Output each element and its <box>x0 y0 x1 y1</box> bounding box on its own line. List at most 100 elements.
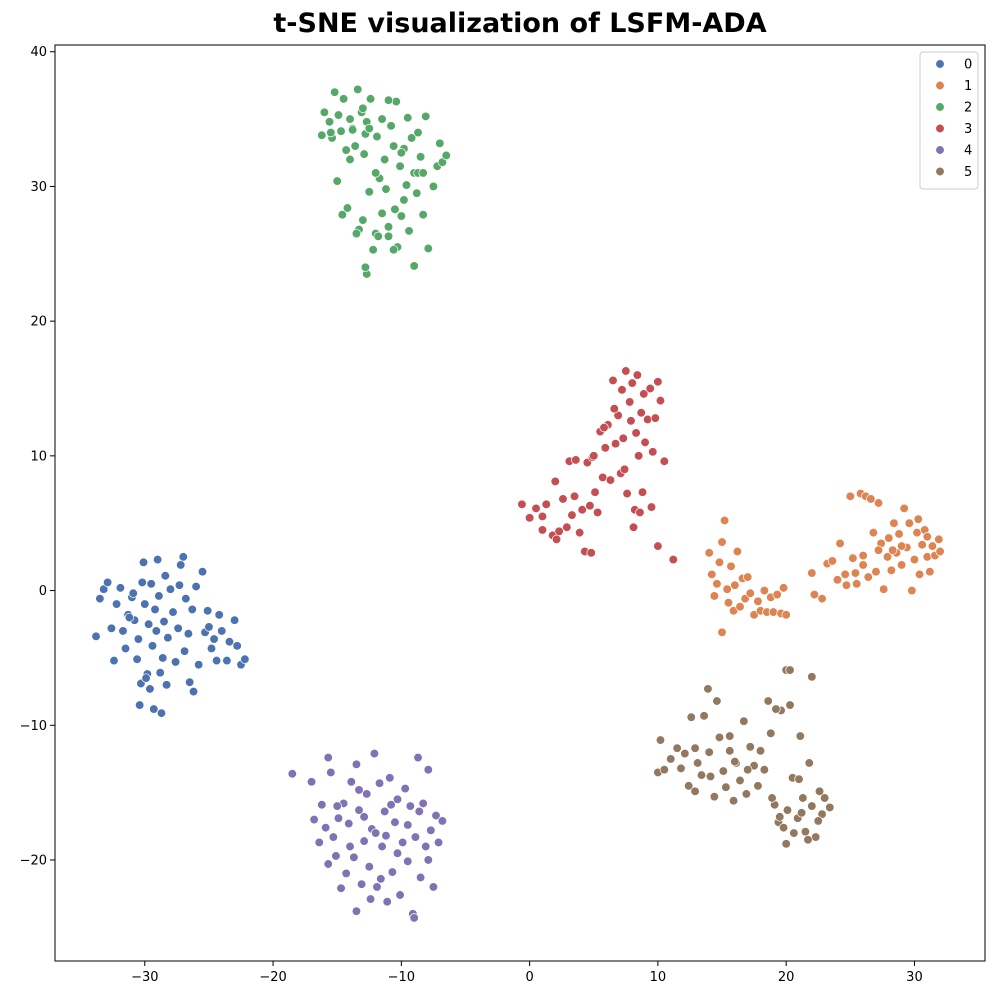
point-class-4 <box>426 825 436 835</box>
point-class-4 <box>405 801 415 811</box>
point-class-1 <box>896 541 907 551</box>
point-class-2 <box>383 222 394 232</box>
point-class-1 <box>913 514 923 524</box>
point-class-0 <box>124 612 135 623</box>
point-class-3 <box>655 395 666 406</box>
point-class-1 <box>882 552 893 562</box>
legend-label-2: 2 <box>964 101 972 116</box>
point-class-1 <box>726 561 736 571</box>
legend-label-0: 0 <box>964 58 972 73</box>
point-class-3 <box>653 377 663 387</box>
point-class-1 <box>909 554 920 565</box>
point-class-0 <box>145 684 155 694</box>
point-class-1 <box>927 541 938 551</box>
point-class-5 <box>775 812 785 822</box>
point-class-0 <box>229 615 240 625</box>
point-class-3 <box>569 491 580 501</box>
point-class-1 <box>934 534 944 545</box>
point-class-3 <box>592 507 603 518</box>
point-class-4 <box>387 867 398 877</box>
point-class-5 <box>785 700 795 710</box>
point-class-1 <box>745 588 755 598</box>
point-class-3 <box>598 472 608 483</box>
point-class-2 <box>353 84 363 95</box>
point-class-2 <box>396 211 406 221</box>
point-class-4 <box>380 806 390 817</box>
point-class-2 <box>360 262 371 272</box>
point-class-1 <box>894 529 904 539</box>
point-class-0 <box>209 634 219 644</box>
point-class-1 <box>871 567 881 577</box>
legend-marker-4 <box>935 145 945 155</box>
point-class-0 <box>187 604 197 615</box>
point-class-4 <box>309 814 319 825</box>
point-class-1 <box>922 532 932 542</box>
point-class-1 <box>807 568 817 578</box>
point-class-5 <box>781 839 791 849</box>
point-class-1 <box>809 589 820 600</box>
point-class-0 <box>115 583 126 593</box>
point-class-0 <box>135 700 145 710</box>
point-class-5 <box>725 746 735 756</box>
point-class-5 <box>739 716 749 726</box>
point-class-0 <box>143 619 154 629</box>
y-axis: −20 −10 0 10 20 30 40 <box>20 45 55 868</box>
point-class-0 <box>102 577 113 588</box>
point-class-2 <box>380 154 390 165</box>
point-class-1 <box>753 596 763 606</box>
point-class-0 <box>240 654 250 664</box>
point-class-4 <box>323 859 333 869</box>
point-class-1 <box>873 545 884 555</box>
point-class-3 <box>550 476 560 487</box>
point-class-2 <box>324 117 335 127</box>
point-class-2 <box>418 168 428 178</box>
point-class-2 <box>388 245 399 255</box>
point-class-1 <box>896 560 907 570</box>
point-class-2 <box>391 96 401 107</box>
point-class-2 <box>332 176 342 186</box>
point-class-3 <box>554 526 564 536</box>
point-class-4 <box>359 836 369 846</box>
legend-label-5: 5 <box>964 165 972 180</box>
point-class-2 <box>381 184 391 194</box>
point-class-4 <box>433 837 444 848</box>
point-class-2 <box>390 204 400 214</box>
point-class-1 <box>904 518 914 528</box>
point-class-0 <box>149 704 159 714</box>
point-class-1 <box>778 583 789 593</box>
point-class-4 <box>410 832 421 842</box>
point-class-4 <box>328 832 339 842</box>
point-class-1 <box>899 503 909 514</box>
point-class-2 <box>364 187 374 197</box>
point-class-3 <box>621 366 631 376</box>
point-class-3 <box>628 522 639 532</box>
point-class-0 <box>159 616 169 627</box>
legend-marker-0 <box>935 59 945 69</box>
point-class-4 <box>400 783 410 794</box>
point-class-1 <box>709 591 719 601</box>
x-tick-label: −10 <box>388 970 415 985</box>
point-class-4 <box>371 828 381 838</box>
point-class-3 <box>627 378 637 388</box>
point-class-1 <box>712 579 722 589</box>
point-class-1 <box>707 569 717 580</box>
point-class-2 <box>383 231 394 241</box>
point-class-2 <box>336 126 346 136</box>
point-class-0 <box>232 641 242 651</box>
point-class-0 <box>137 577 147 588</box>
point-class-4 <box>397 837 408 848</box>
point-class-1 <box>714 557 725 567</box>
point-class-2 <box>371 168 381 178</box>
point-class-5 <box>705 771 716 782</box>
point-class-2 <box>423 243 433 254</box>
point-class-1 <box>887 545 898 555</box>
point-class-0 <box>106 623 117 633</box>
point-class-2 <box>342 203 353 213</box>
point-class-1 <box>730 580 740 590</box>
point-class-2 <box>409 261 419 271</box>
point-class-3 <box>640 437 650 448</box>
point-class-1 <box>717 627 727 637</box>
point-class-4 <box>323 752 333 763</box>
point-class-5 <box>743 765 753 775</box>
point-class-5 <box>766 728 776 738</box>
